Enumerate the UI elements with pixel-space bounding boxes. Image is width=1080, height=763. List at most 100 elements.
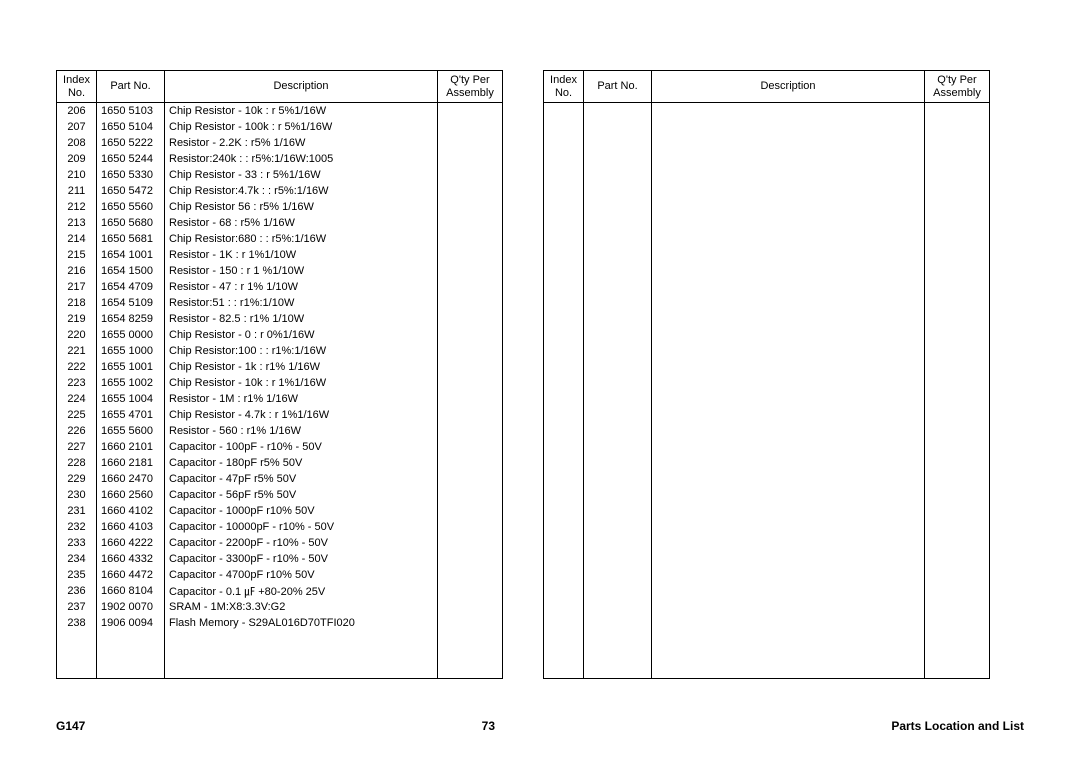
cell-part: 1654 1500 xyxy=(97,263,165,279)
table-row: 2201655 0000Chip Resistor - 0 : r 0%1/16… xyxy=(57,327,503,343)
cell-desc: Capacitor - 10000pF - r10% - 50V xyxy=(165,519,438,535)
cell-part: 1902 0070 xyxy=(97,599,165,615)
cell-index: 210 xyxy=(57,167,97,183)
cell-index: 233 xyxy=(57,535,97,551)
cell-qty xyxy=(438,151,503,167)
table-row xyxy=(57,631,503,679)
cell-desc: Resistor - 1M : r1% 1/16W xyxy=(165,391,438,407)
cell-index: 237 xyxy=(57,599,97,615)
cell-qty xyxy=(438,215,503,231)
cell-part: 1660 2470 xyxy=(97,471,165,487)
cell-part: 1655 4701 xyxy=(97,407,165,423)
footer-right: Parts Location and List xyxy=(891,719,1024,733)
cell-part: 1650 5681 xyxy=(97,231,165,247)
cell-index: 211 xyxy=(57,183,97,199)
table-row: 2351660 4472Capacitor - 4700pF r10% 50V xyxy=(57,567,503,583)
cell-part: 1655 1000 xyxy=(97,343,165,359)
header-desc: Description xyxy=(652,71,925,103)
table-row: 2091650 5244Resistor:240k : : r5%:1/16W:… xyxy=(57,151,503,167)
table-row: 2151654 1001Resistor - 1K : r 1%1/10W xyxy=(57,247,503,263)
page: IndexNo. Part No. Description Q'ty PerAs… xyxy=(0,0,1080,763)
cell-desc: Resistor - 2.2K : r5% 1/16W xyxy=(165,135,438,151)
cell-qty xyxy=(438,551,503,567)
cell-index: 217 xyxy=(57,279,97,295)
cell-part: 1655 1004 xyxy=(97,391,165,407)
cell-desc: Resistor - 1K : r 1%1/10W xyxy=(165,247,438,263)
cell-qty xyxy=(438,583,503,599)
cell-qty xyxy=(438,391,503,407)
cell-index: 222 xyxy=(57,359,97,375)
cell-desc: Resistor - 68 : r5% 1/16W xyxy=(165,215,438,231)
cell-index: 231 xyxy=(57,503,97,519)
table-row: 2231655 1002Chip Resistor - 10k : r 1%1/… xyxy=(57,375,503,391)
table-row: 2131650 5680Resistor - 68 : r5% 1/16W xyxy=(57,215,503,231)
cell-qty xyxy=(438,183,503,199)
cell-index: 213 xyxy=(57,215,97,231)
tables-container: IndexNo. Part No. Description Q'ty PerAs… xyxy=(56,70,1024,679)
cell-index: 219 xyxy=(57,311,97,327)
cell-part: 1654 4709 xyxy=(97,279,165,295)
cell-index: 221 xyxy=(57,343,97,359)
table-row: 2271660 2101Capacitor - 100pF - r10% - 5… xyxy=(57,439,503,455)
cell-part: 1654 5109 xyxy=(97,295,165,311)
table-row: 2061650 5103Chip Resistor - 10k : r 5%1/… xyxy=(57,103,503,119)
cell-index: 212 xyxy=(57,199,97,215)
cell-desc: Capacitor - 4700pF r10% 50V xyxy=(165,567,438,583)
cell-desc: Capacitor - 47pF r5% 50V xyxy=(165,471,438,487)
cell-qty xyxy=(438,535,503,551)
table-row: 2211655 1000Chip Resistor:100 : : r1%:1/… xyxy=(57,343,503,359)
cell-qty xyxy=(438,567,503,583)
footer-center: 73 xyxy=(482,719,495,733)
header-part: Part No. xyxy=(584,71,652,103)
header-qty: Q'ty PerAssembly xyxy=(438,71,503,103)
cell-qty xyxy=(438,455,503,471)
table-row: 2081650 5222Resistor - 2.2K : r5% 1/16W xyxy=(57,135,503,151)
table-row: 2361660 8104Capacitor - 0.1 ㎌ +80-20% 25… xyxy=(57,583,503,599)
cell-qty xyxy=(438,135,503,151)
cell-part: 1660 4222 xyxy=(97,535,165,551)
cell-index: 209 xyxy=(57,151,97,167)
cell-desc: Resistor - 150 : r 1 %1/10W xyxy=(165,263,438,279)
cell-index: 216 xyxy=(57,263,97,279)
cell-index: 224 xyxy=(57,391,97,407)
cell-part: 1650 5330 xyxy=(97,167,165,183)
cell-desc: Chip Resistor:680 : : r5%:1/16W xyxy=(165,231,438,247)
table-row: 2241655 1004Resistor - 1M : r1% 1/16W xyxy=(57,391,503,407)
cell-part: 1660 2101 xyxy=(97,439,165,455)
table-row: 2171654 4709Resistor - 47 : r 1% 1/10W xyxy=(57,279,503,295)
cell-desc: Capacitor - 2200pF - r10% - 50V xyxy=(165,535,438,551)
page-footer: G147 73 Parts Location and List xyxy=(56,719,1024,733)
table-row: 2181654 5109Resistor:51 : : r1%:1/10W xyxy=(57,295,503,311)
cell-part: 1655 5600 xyxy=(97,423,165,439)
cell-qty xyxy=(438,599,503,615)
cell-index: 226 xyxy=(57,423,97,439)
cell-index: 214 xyxy=(57,231,97,247)
cell-desc: Capacitor - 56pF r5% 50V xyxy=(165,487,438,503)
cell-part: 1650 5680 xyxy=(97,215,165,231)
table-row: 2191654 8259Resistor - 82.5 : r1% 1/10W xyxy=(57,311,503,327)
cell-qty xyxy=(438,343,503,359)
cell-qty xyxy=(438,503,503,519)
table-row: 2071650 5104Chip Resistor - 100k : r 5%1… xyxy=(57,119,503,135)
cell-part: 1660 4102 xyxy=(97,503,165,519)
cell-qty xyxy=(438,327,503,343)
cell-part: 1655 1001 xyxy=(97,359,165,375)
cell-part: 1906 0094 xyxy=(97,615,165,631)
table-row: 2111650 5472Chip Resistor:4.7k : : r5%:1… xyxy=(57,183,503,199)
header-index: IndexNo. xyxy=(544,71,584,103)
cell-qty xyxy=(438,119,503,135)
cell-index: 225 xyxy=(57,407,97,423)
cell-index: 223 xyxy=(57,375,97,391)
cell-qty xyxy=(438,263,503,279)
table-row: 2141650 5681Chip Resistor:680 : : r5%:1/… xyxy=(57,231,503,247)
cell-qty xyxy=(438,375,503,391)
cell-qty xyxy=(438,487,503,503)
table-row: 2321660 4103Capacitor - 10000pF - r10% -… xyxy=(57,519,503,535)
cell-qty xyxy=(438,231,503,247)
cell-qty xyxy=(438,167,503,183)
cell-desc: Resistor:240k : : r5%:1/16W:1005 xyxy=(165,151,438,167)
header-qty: Q'ty PerAssembly xyxy=(925,71,990,103)
cell-desc: Chip Resistor:4.7k : : r5%:1/16W xyxy=(165,183,438,199)
cell-desc: Capacitor - 1000pF r10% 50V xyxy=(165,503,438,519)
cell-desc: Resistor - 560 : r1% 1/16W xyxy=(165,423,438,439)
